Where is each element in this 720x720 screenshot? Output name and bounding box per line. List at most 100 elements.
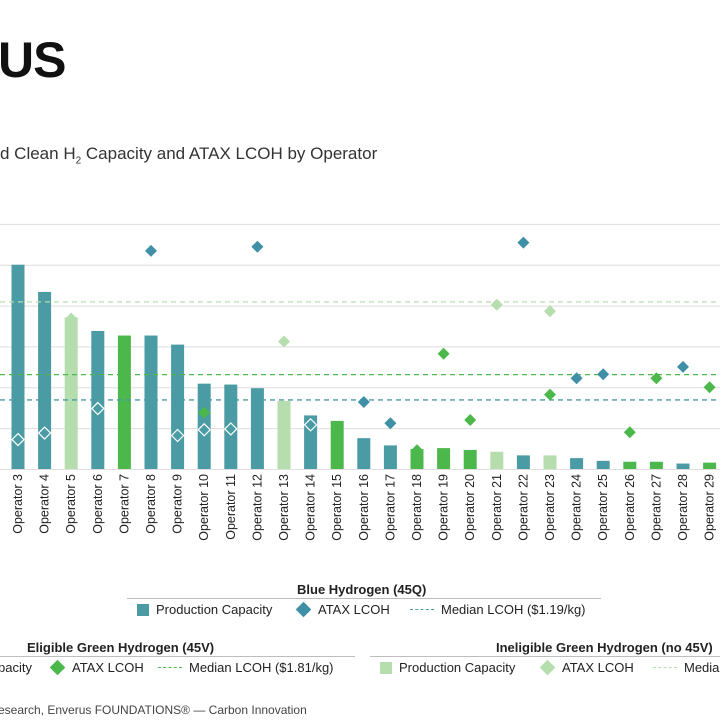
legend-blue-median: Median LCOH ($1.19/kg) bbox=[410, 602, 586, 617]
category-label: Operator 19 bbox=[437, 474, 451, 541]
category-label: Operator 17 bbox=[383, 474, 397, 541]
lcoh-diamond bbox=[623, 426, 636, 439]
chart-title-subscript: 2 bbox=[75, 155, 82, 167]
capacity-bar bbox=[703, 462, 717, 469]
category-label: Operator 16 bbox=[357, 474, 371, 541]
legend-blue-lcoh-label: ATAX LCOH bbox=[318, 602, 390, 617]
category-label: Operator 23 bbox=[543, 474, 557, 541]
source-footer: esearch, Enverus FOUNDATIONS® — Carbon I… bbox=[0, 703, 307, 717]
category-label: Operator 26 bbox=[623, 474, 637, 541]
category-label: Operator 8 bbox=[144, 474, 158, 534]
capacity-bar bbox=[330, 420, 344, 469]
capacity-bar bbox=[410, 449, 424, 469]
capacity-bar bbox=[570, 458, 584, 469]
blue-capacity-swatch bbox=[137, 603, 149, 616]
legend-blue-median-label: Median LCOH ($1.19/kg) bbox=[441, 602, 586, 617]
category-label: Operator 28 bbox=[676, 474, 690, 541]
lcoh-diamond bbox=[570, 372, 583, 385]
legend-blue-divider bbox=[127, 598, 601, 599]
lcoh-diamond bbox=[145, 244, 157, 257]
capacity-bar bbox=[623, 461, 637, 469]
legend-green-capacity-label: pacity bbox=[0, 660, 32, 675]
legend-blue-capacity: Production Capacity bbox=[137, 602, 272, 617]
lcoh-diamond bbox=[198, 406, 211, 419]
legend-blue-capacity-label: Production Capacity bbox=[156, 602, 273, 617]
legend-green-lcoh: ATAX LCOH bbox=[49, 659, 144, 676]
page-title: US bbox=[0, 32, 66, 88]
blue-diamond-icon bbox=[295, 601, 312, 618]
lcoh-diamond bbox=[650, 372, 663, 385]
category-label: Operator 14 bbox=[304, 474, 318, 541]
legend-green-median: Median LCOH ($1.81/kg) bbox=[158, 660, 334, 675]
capacity-bar bbox=[144, 335, 158, 469]
ineligible-diamond-icon bbox=[539, 659, 556, 676]
lcoh-diamond bbox=[170, 428, 185, 443]
lcoh-diamond bbox=[544, 305, 556, 318]
capacity-bar bbox=[11, 264, 25, 469]
category-label: Operator 10 bbox=[197, 474, 211, 541]
capacity-bar bbox=[38, 291, 52, 469]
capacity-bar bbox=[516, 455, 530, 469]
capacity-bar bbox=[490, 451, 504, 469]
legend-green-lcoh-label: ATAX LCOH bbox=[72, 660, 144, 675]
lcoh-diamond bbox=[11, 432, 25, 447]
capacity-bar bbox=[543, 455, 557, 469]
category-label: Operator 24 bbox=[570, 474, 584, 541]
lcoh-diamond bbox=[703, 381, 716, 394]
legend-ineligible-median-label: Media bbox=[684, 660, 720, 675]
legend-green-capacity: pacity bbox=[0, 660, 32, 675]
capacity-bar bbox=[437, 448, 451, 469]
legend-ineligible-lcoh: ATAX LCOH bbox=[539, 659, 634, 676]
legend-ineligible-capacity: Production Capacity bbox=[380, 660, 515, 675]
capacity-bar bbox=[304, 415, 318, 469]
lcoh-diamond bbox=[65, 312, 78, 325]
category-label: Operator 18 bbox=[410, 474, 424, 541]
lcoh-diamond bbox=[464, 413, 477, 426]
capacity-lcoh-chart: Operator 3 Operator 4 Operator 5 Operator 6… bbox=[0, 223, 720, 541]
category-label: Operator 25 bbox=[596, 474, 610, 541]
category-label: Operator 5 bbox=[64, 474, 78, 534]
capacity-bar bbox=[171, 344, 185, 469]
legend-green-title: Eligible Green Hydrogen (45V) bbox=[27, 640, 215, 655]
category-label: Operator 27 bbox=[649, 474, 663, 541]
legend-ineligible-capacity-label: Production Capacity bbox=[399, 660, 516, 675]
capacity-bar bbox=[277, 400, 291, 469]
chart-title-post: Capacity and ATAX LCOH by Operator bbox=[81, 144, 378, 163]
category-label: Operator 7 bbox=[117, 474, 131, 534]
category-label: Operator 21 bbox=[490, 474, 504, 541]
capacity-bar bbox=[676, 463, 690, 469]
capacity-bar bbox=[197, 383, 211, 469]
lcoh-diamond bbox=[384, 417, 397, 430]
category-label: Operator 22 bbox=[516, 474, 530, 541]
capacity-bar bbox=[596, 460, 610, 469]
capacity-bar bbox=[64, 317, 78, 469]
lcoh-diamond bbox=[90, 401, 105, 416]
category-label: Operator 20 bbox=[463, 474, 477, 541]
lcoh-diamond bbox=[517, 236, 530, 249]
lcoh-diamond bbox=[677, 360, 689, 373]
chart-title-pre: d Clean H bbox=[0, 144, 76, 163]
capacity-bar bbox=[383, 445, 397, 469]
lcoh-diamond bbox=[437, 347, 450, 360]
lcoh-diamond bbox=[251, 240, 264, 253]
capacity-bar bbox=[250, 388, 264, 469]
capacity-bar bbox=[91, 330, 105, 469]
legend-green-divider bbox=[0, 656, 355, 657]
legend-blue-lcoh: ATAX LCOH bbox=[295, 601, 390, 618]
capacity-bar bbox=[649, 461, 663, 469]
capacity-bar bbox=[117, 335, 131, 469]
chart-title: d Clean H2 Capacity and ATAX LCOH by Ope… bbox=[0, 144, 377, 166]
legend-green-median-label: Median LCOH ($1.81/kg) bbox=[189, 660, 334, 675]
category-label: Operator 9 bbox=[171, 474, 185, 534]
capacity-bar bbox=[224, 384, 238, 469]
category-label: Operator 12 bbox=[250, 474, 264, 541]
lcoh-diamond bbox=[197, 422, 212, 437]
category-label: Operator 29 bbox=[703, 474, 717, 541]
legend-ineligible-lcoh-label: ATAX LCOH bbox=[562, 660, 634, 675]
lcoh-diamond bbox=[544, 388, 556, 401]
lcoh-diamond bbox=[118, 429, 131, 442]
lcoh-diamond bbox=[223, 422, 238, 436]
capacity-bar bbox=[463, 449, 477, 469]
category-label: Operator 4 bbox=[38, 474, 52, 534]
lcoh-diamond bbox=[597, 368, 610, 381]
